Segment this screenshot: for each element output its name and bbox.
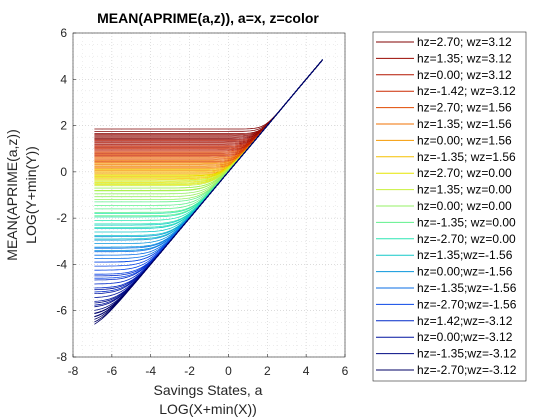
x-tick-label: -4 <box>145 364 156 378</box>
x-tick-label: -8 <box>68 364 79 378</box>
x-tick-label: 6 <box>342 364 349 378</box>
legend-label: hz=2.70; wz=3.12 <box>417 35 512 49</box>
legend-label: hz=0.00;wz=-1.56 <box>417 265 513 279</box>
chart-title: MEAN(APRIME(a,z)), a=x, z=color <box>97 10 319 26</box>
legend-label: hz=0.00;wz=-3.12 <box>417 330 513 344</box>
legend-label: hz=-1.35;wz=-3.12 <box>417 347 517 361</box>
legend-label: hz=0.00; wz=1.56 <box>417 133 512 147</box>
x-tick-label: 0 <box>225 364 232 378</box>
legend-label: hz=1.35; wz=0.00 <box>417 183 512 197</box>
legend-label: hz=-1.42; wz=3.12 <box>417 84 516 98</box>
legend-label: hz=0.00; wz=0.00 <box>417 199 512 213</box>
y-tick-label: 2 <box>60 119 67 133</box>
legend-label: hz=-1.35; wz=1.56 <box>417 150 516 164</box>
data-lines <box>94 59 324 325</box>
x-axis-label-line2: LOG(X+min(X)) <box>159 401 257 417</box>
x-axis-label-line1: Savings States, a <box>154 382 263 398</box>
legend-label: hz=-1.35; wz=0.00 <box>417 215 516 229</box>
x-tick-label: 4 <box>303 364 310 378</box>
y-axis-ticks: -8 -6 -4 -2 0 2 4 6 <box>56 26 76 364</box>
x-tick-label: -2 <box>184 364 195 378</box>
plot-area <box>72 32 346 358</box>
y-axis-label-line2: LOG(Y+min(Y)) <box>23 146 39 244</box>
y-tick-label: -2 <box>56 211 67 225</box>
legend-label: hz=2.70; wz=0.00 <box>417 166 512 180</box>
legend-label: hz=1.35;wz=-1.56 <box>417 248 513 262</box>
legend-label: hz=-2.70;wz=-3.12 <box>417 363 517 377</box>
y-tick-label: 6 <box>60 26 67 40</box>
y-tick-label: -6 <box>56 304 67 318</box>
x-axis-ticks: -8 -6 -4 -2 0 2 4 6 <box>68 354 349 378</box>
x-tick-label: 2 <box>264 364 271 378</box>
y-tick-label: 0 <box>60 165 67 179</box>
plot-frame <box>72 32 346 358</box>
y-axis-label-line1: MEAN(APRIME(a,z)) <box>4 129 20 260</box>
y-tick-label: 4 <box>60 72 67 86</box>
legend-label: hz=0.00; wz=3.12 <box>417 68 512 82</box>
legend-label: hz=2.70; wz=1.56 <box>417 101 512 115</box>
x-tick-label: -6 <box>107 364 118 378</box>
legend-label: hz=1.42;wz=-3.12 <box>417 314 513 328</box>
y-tick-label: -4 <box>56 257 67 271</box>
series-line <box>94 59 324 325</box>
legend-label: hz=-2.70;wz=-1.56 <box>417 297 517 311</box>
legend: hz=2.70; wz=3.12 hz=1.35; wz=3.12 hz=0.00;… <box>372 31 527 382</box>
legend-label: hz=-1.35;wz=-1.56 <box>417 281 517 295</box>
legend-label: hz=-2.70; wz=0.00 <box>417 232 516 246</box>
legend-label: hz=1.35; wz=1.56 <box>417 117 512 131</box>
legend-label: hz=1.35; wz=3.12 <box>417 51 512 65</box>
y-tick-label: -8 <box>56 350 67 364</box>
